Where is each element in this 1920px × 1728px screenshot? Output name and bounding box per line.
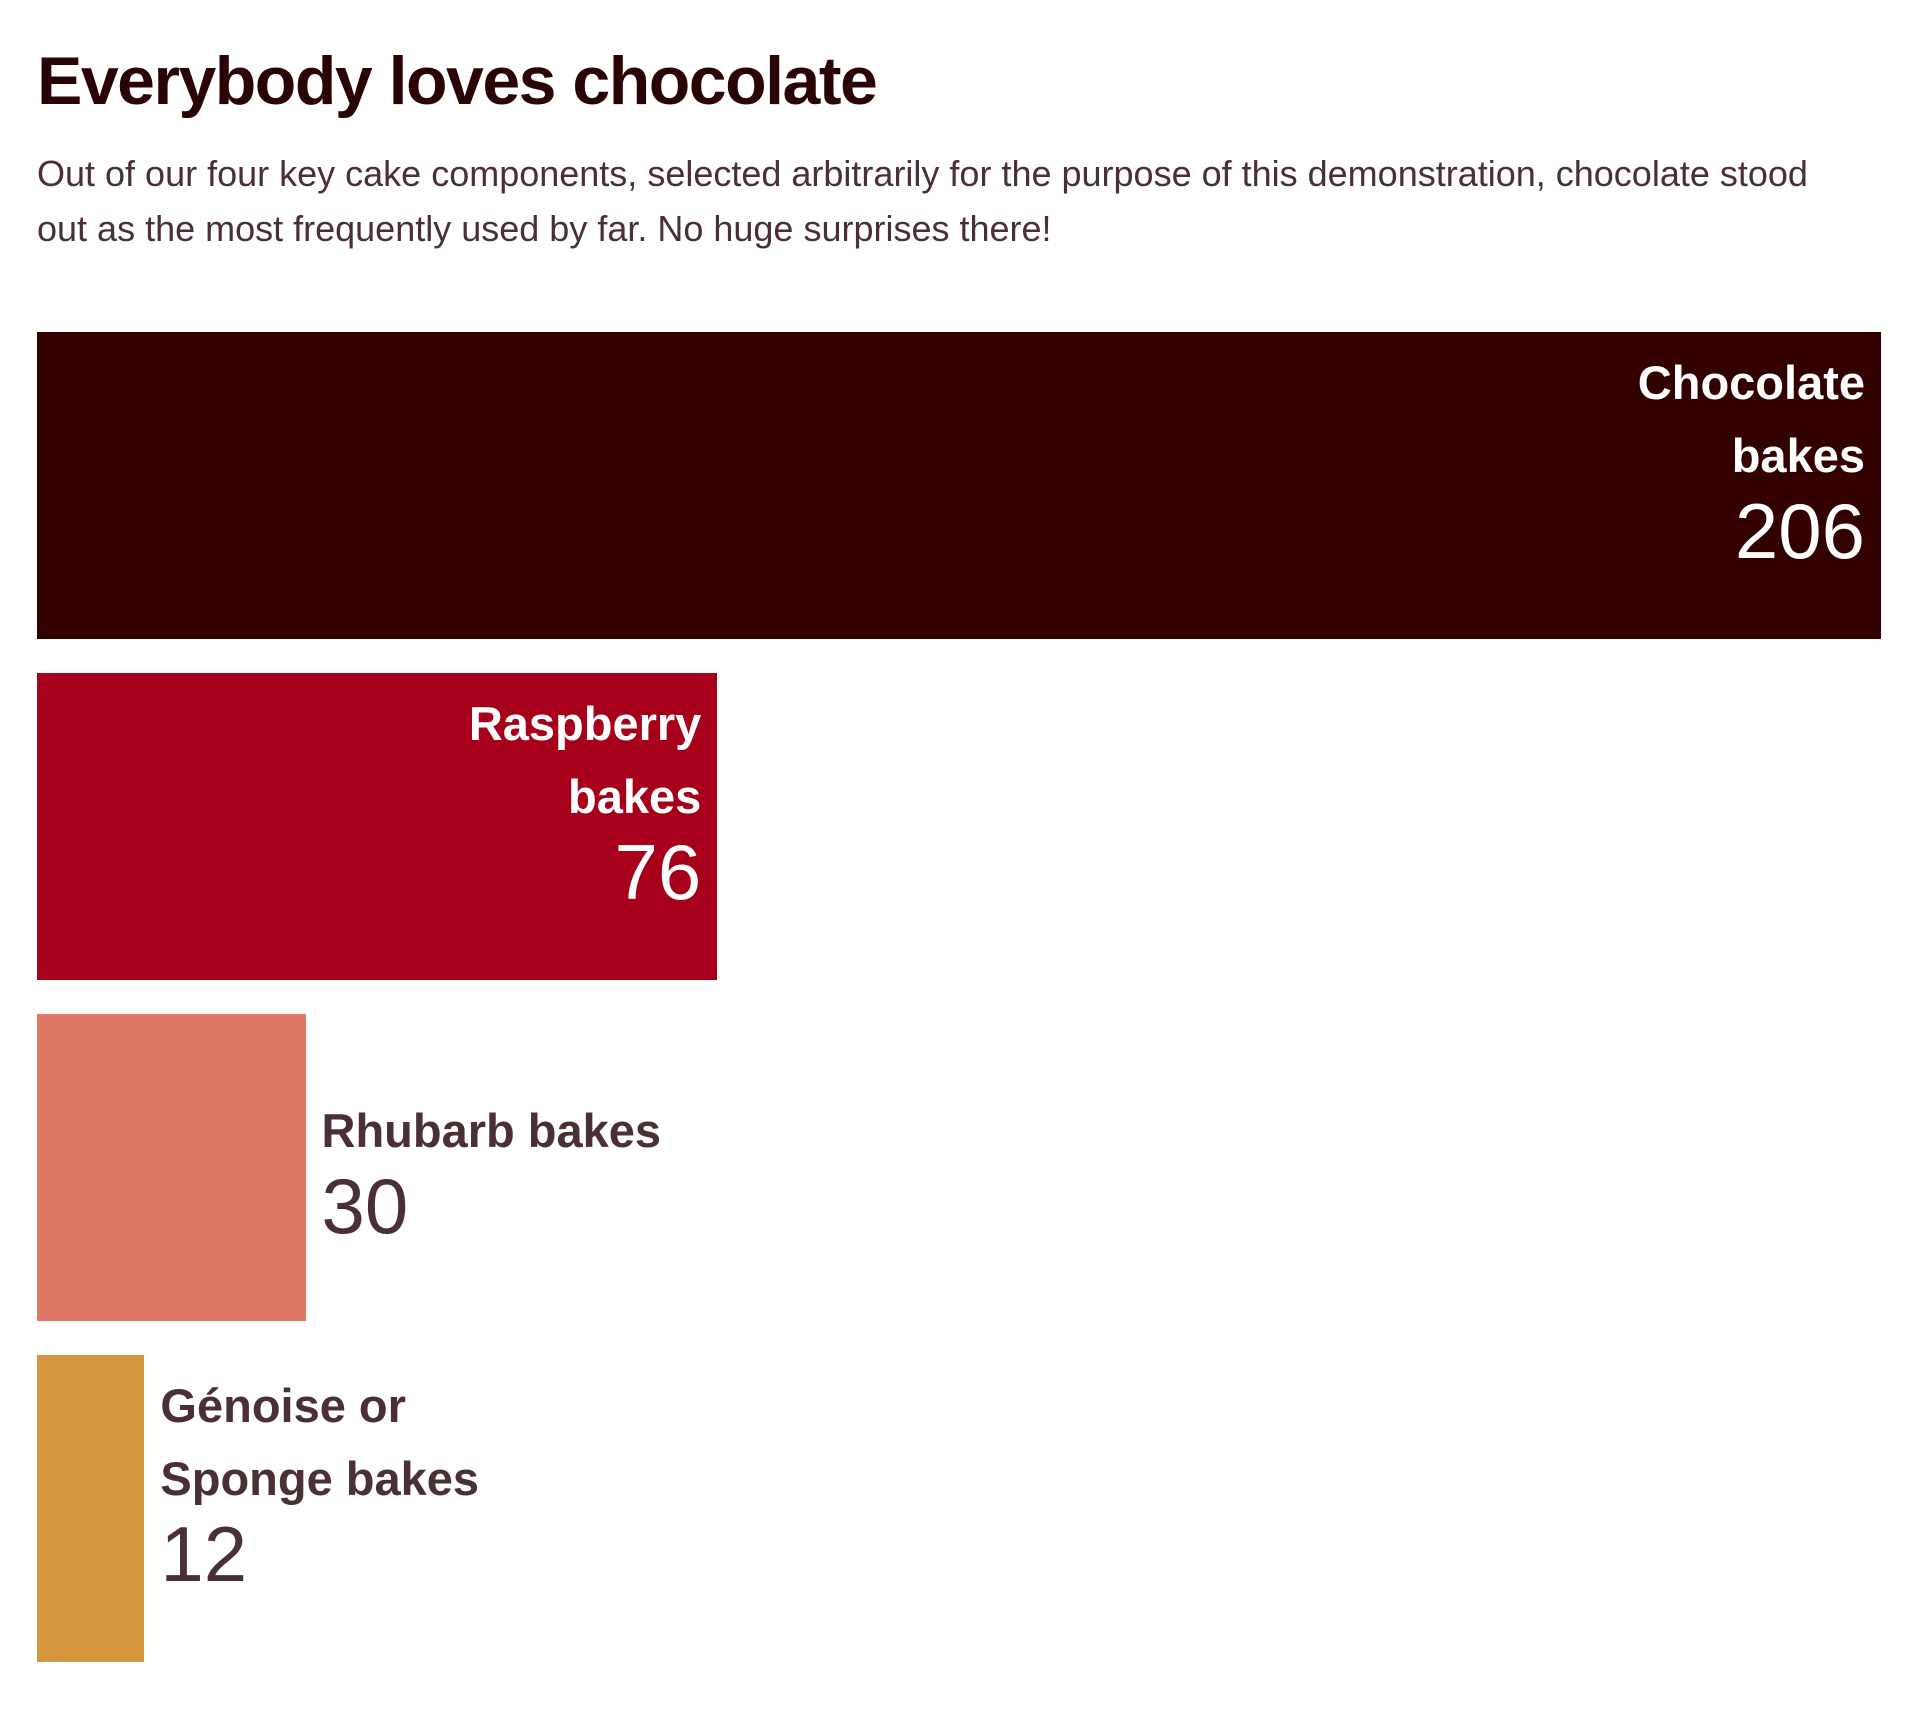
bar-label-2: Rhubarb bakes 30: [322, 1094, 922, 1245]
bar-3: [37, 1355, 145, 1662]
bar-0: [37, 332, 1881, 639]
value-label: 76: [614, 828, 702, 916]
category-label: Chocolate bakes: [1637, 356, 1865, 482]
bar-1: [37, 673, 718, 980]
category-label: Génoise or Sponge bakes: [160, 1379, 480, 1505]
bar-label-0: Chocolate bakes 206: [1605, 346, 1865, 570]
value-label: 12: [160, 1510, 248, 1598]
value-label: 206: [1734, 487, 1865, 575]
chart-title: Everybody loves chocolate: [37, 43, 878, 119]
bar-label-1: Raspberry bakes 76: [441, 687, 702, 916]
bar-2: [37, 1014, 306, 1321]
category-label: Raspberry bakes: [468, 697, 702, 823]
category-label: Rhubarb bakes: [321, 1104, 662, 1157]
value-label: 30: [321, 1162, 409, 1250]
chart-subtitle: Out of our four key cake components, sel…: [37, 153, 1808, 249]
bar-label-3: Génoise or Sponge bakes 12: [160, 1369, 500, 1593]
